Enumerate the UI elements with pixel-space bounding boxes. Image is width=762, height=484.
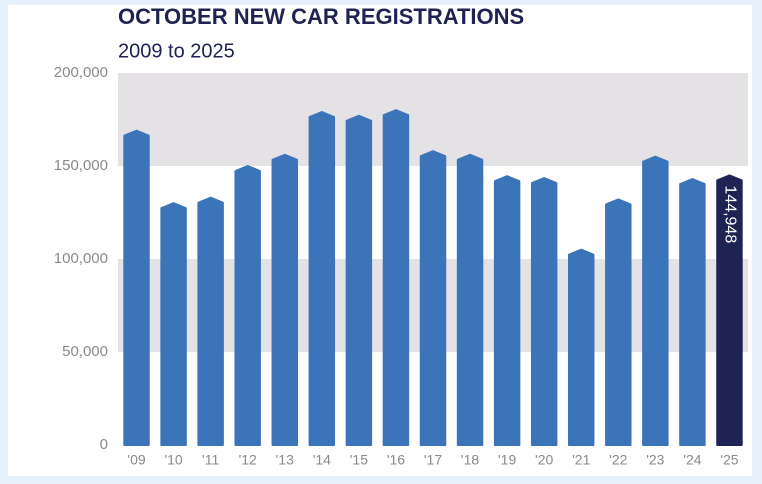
bar bbox=[568, 248, 595, 446]
bar bbox=[234, 165, 261, 446]
x-tick-label: '09 bbox=[127, 452, 145, 468]
bar bbox=[382, 109, 410, 446]
bar bbox=[419, 150, 447, 446]
bar bbox=[679, 178, 706, 446]
bar bbox=[493, 175, 521, 446]
x-tick-label: '22 bbox=[609, 452, 627, 468]
y-tick-label: 150,000 bbox=[54, 157, 108, 174]
chart-subtitle: 2009 to 2025 bbox=[118, 40, 235, 62]
x-tick-label: '23 bbox=[646, 452, 664, 468]
x-tick-label: '16 bbox=[387, 452, 405, 468]
bar bbox=[605, 198, 632, 446]
bar bbox=[716, 174, 743, 446]
bar bbox=[271, 153, 298, 446]
bar bbox=[197, 196, 224, 446]
x-tick-label: '12 bbox=[239, 452, 257, 468]
bar bbox=[456, 153, 484, 446]
x-tick-label: '20 bbox=[535, 452, 553, 468]
x-tick-label: '17 bbox=[424, 452, 442, 468]
x-tick-label: '15 bbox=[350, 452, 368, 468]
x-tick-label: '11 bbox=[202, 452, 219, 468]
x-tick-label: '10 bbox=[164, 452, 182, 468]
x-tick-label: '18 bbox=[461, 452, 479, 468]
value-label: 144,948 bbox=[721, 185, 738, 243]
bar bbox=[642, 155, 669, 446]
x-tick-label: '13 bbox=[276, 452, 294, 468]
y-tick-label: 200,000 bbox=[54, 64, 108, 81]
x-tick-label: '24 bbox=[683, 452, 701, 468]
bar bbox=[345, 114, 373, 446]
y-tick-label: 0 bbox=[100, 436, 108, 453]
chart-title: OCTOBER NEW CAR REGISTRATIONS bbox=[118, 4, 524, 29]
bar bbox=[123, 129, 150, 446]
x-tick-label: '14 bbox=[313, 452, 331, 468]
x-tick-label: '25 bbox=[720, 452, 738, 468]
bar bbox=[530, 177, 558, 446]
x-tick-label: '19 bbox=[498, 452, 516, 468]
x-tick-label: '21 bbox=[572, 452, 590, 468]
y-tick-label: 100,000 bbox=[54, 250, 108, 267]
bar bbox=[160, 202, 187, 446]
bar bbox=[308, 111, 336, 446]
y-tick-label: 50,000 bbox=[62, 343, 108, 360]
